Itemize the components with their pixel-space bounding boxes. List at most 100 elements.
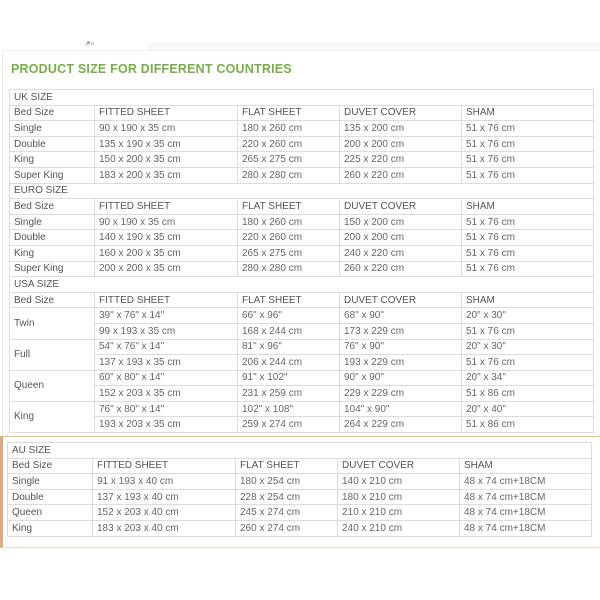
size-table-international: UK SIZE Bed Size FITTED SHEET FLAT SHEET DUV… xyxy=(8,89,595,434)
column-header: FITTED SHEET xyxy=(92,457,236,475)
size-data-row: Twin 39" x 76" x 14" 66" x 96" 68" x 90" 20"… xyxy=(9,307,595,340)
dimension-cell: 99 x 193 x 35 cm xyxy=(94,322,238,340)
bed-size-cell: Double xyxy=(9,135,95,153)
bed-size-cell: Queen xyxy=(7,504,93,521)
dimension-cell: 81" x 96" xyxy=(237,338,340,356)
column-header: FLAT SHEET xyxy=(237,104,340,122)
size-data-row: Queen 60" x 80" x 14" 91" x 102" 90" x 90" 2… xyxy=(9,369,595,402)
dimension-cell: 265 x 275 cm xyxy=(237,151,340,168)
dimension-cell: 91" x 102" xyxy=(237,369,340,387)
page-title: PRODUCT SIZE FOR DIFFERENT COUNTRIES xyxy=(11,62,292,76)
bed-size-cell: Super King xyxy=(9,260,95,278)
column-header: SHAM xyxy=(460,198,595,215)
column-header: FLAT SHEET xyxy=(235,457,338,475)
size-data-row: Single 91 x 193 x 40 cm 180 x 254 cm 140 x … xyxy=(7,473,593,490)
size-data-row: King 76" x 80" x 14" 102" x 108" 104" x 90"… xyxy=(9,400,595,434)
column-header: FLAT SHEET xyxy=(237,198,340,215)
dimension-cell: 102" x 108" xyxy=(237,400,340,418)
dimension-cell: 90 x 190 x 35 cm xyxy=(94,213,238,231)
column-header: FITTED SHEET xyxy=(94,291,238,309)
dimension-cell: 152 x 203 x 35 cm xyxy=(94,385,238,402)
size-data-row: Single 90 x 190 x 35 cm 180 x 260 cm 135 x … xyxy=(9,120,595,137)
bed-size-cell: Twin xyxy=(9,307,95,340)
dimension-cell: 228 x 254 cm xyxy=(235,488,338,506)
dimension-cell: 20" x 30" xyxy=(460,338,595,356)
column-header: DUVET COVER xyxy=(339,291,462,309)
dimension-cell: 60" x 80" x 14" xyxy=(94,369,238,387)
dimension-cell: 280 x 280 cm xyxy=(237,260,340,278)
dimension-cell: 135 x 190 x 35 cm xyxy=(94,135,238,153)
dimension-cell: 280 x 280 cm xyxy=(237,166,340,184)
column-header: DUVET COVER xyxy=(339,198,462,215)
dimension-cell: 140 x 190 x 35 cm xyxy=(94,229,238,246)
size-data-row: Full 54" x 76" x 14" 81" x 96" 76" x 90" 20"… xyxy=(9,338,595,371)
bed-size-cell: Queen xyxy=(9,369,95,402)
column-header: SHAM xyxy=(460,104,595,122)
dimension-cell: 180 x 260 cm xyxy=(237,120,340,137)
column-header: FLAT SHEET xyxy=(237,291,340,309)
region-section-row: USA SIZE xyxy=(8,276,595,293)
region-label: AU SIZE xyxy=(6,442,593,459)
size-data-row: Double 135 x 190 x 35 cm 220 x 260 cm 200 x… xyxy=(9,135,595,153)
size-data-row: Super King 200 x 200 x 35 cm 280 x 280 cm 2… xyxy=(9,260,595,278)
bed-size-cell: Double xyxy=(9,229,95,246)
dimension-cell: 51 x 86 cm xyxy=(460,385,595,402)
column-header: SHAM xyxy=(460,291,595,309)
dimension-cell: 51 x 76 cm xyxy=(460,135,595,153)
region-section-row: UK SIZE xyxy=(8,89,595,106)
bed-size-cell: King xyxy=(9,244,95,262)
bed-size-cell: King xyxy=(7,519,93,537)
dimension-cell: 76" x 90" xyxy=(339,338,462,356)
dimension-cell: 200 x 200 cm xyxy=(339,229,462,246)
dimension-cell: 51 x 76 cm xyxy=(460,151,595,168)
dimension-cell: 51 x 76 cm xyxy=(460,229,595,246)
size-data-row: 193 x 203 x 35 cm 259 x 274 cm 264 x 229 c… xyxy=(10,416,595,434)
column-header-row: Bed Size FITTED SHEET FLAT SHEET DUVET COVE… xyxy=(9,198,595,215)
dimension-cell: 20" x 34" xyxy=(460,369,595,387)
dimension-cell: 68" x 90" xyxy=(339,307,462,324)
bed-size-cell: Double xyxy=(7,488,93,506)
dimension-cell: 51 x 76 cm xyxy=(460,244,595,262)
dimension-cell: 20" x 40" xyxy=(460,400,595,418)
column-header: FITTED SHEET xyxy=(94,198,238,215)
column-header: Bed Size xyxy=(9,291,95,309)
dimension-cell: 183 x 203 x 40 cm xyxy=(92,519,236,537)
au-size-panel: AU SIZE Bed Size FITTED SHEET FLAT SHEET DUV… xyxy=(0,436,600,548)
dimension-cell: 180 x 260 cm xyxy=(237,213,340,231)
dimension-cell: 48 x 74 cm+18CM xyxy=(458,504,593,521)
bed-size-cell: Full xyxy=(9,338,95,371)
region-label: UK SIZE xyxy=(8,89,595,106)
dimension-cell: 229 x 229 cm xyxy=(339,385,462,402)
region-label: USA SIZE xyxy=(8,276,595,293)
dimension-cell: 51 x 86 cm xyxy=(460,416,595,434)
column-header: Bed Size xyxy=(9,104,95,122)
dimension-cell: 90 x 190 x 35 cm xyxy=(94,120,238,137)
bed-size-cell: King xyxy=(9,151,95,168)
size-data-row: Super King 183 x 200 x 35 cm 280 x 280 cm 2… xyxy=(9,166,595,184)
dimension-cell: 54" x 76" x 14" xyxy=(94,338,238,356)
dimension-cell: 260 x 220 cm xyxy=(339,260,462,278)
dimension-cell: 220 x 260 cm xyxy=(237,229,340,246)
bed-size-cell: Single xyxy=(9,213,95,231)
dimension-cell: 260 x 274 cm xyxy=(235,519,338,537)
dimension-cell: 51 x 76 cm xyxy=(460,166,595,184)
region-section-row: EURO SIZE xyxy=(8,182,595,200)
dimension-cell: 183 x 200 x 35 cm xyxy=(94,166,238,184)
dimension-cell: 264 x 229 cm xyxy=(339,416,462,434)
dimension-cell: 20" x 30" xyxy=(460,307,595,324)
size-data-row: King 160 x 200 x 35 cm 265 x 275 cm 240 x 2… xyxy=(9,244,595,262)
dimension-cell: 39" x 76" x 14" xyxy=(94,307,238,324)
size-data-row: 152 x 203 x 35 cm 231 x 259 cm 229 x 229 c… xyxy=(10,385,595,402)
size-data-row: King 150 x 200 x 35 cm 265 x 275 cm 225 x 2… xyxy=(9,151,595,168)
column-header-row: Bed Size FITTED SHEET FLAT SHEET DUVET COVE… xyxy=(7,457,593,475)
tab-bar-dots-artifact xyxy=(87,41,90,44)
dimension-cell: 193 x 203 x 35 cm xyxy=(94,416,238,434)
dimension-cell: 76" x 80" x 14" xyxy=(94,400,238,418)
dimension-cell: 193 x 229 cm xyxy=(339,354,462,371)
region-label: EURO SIZE xyxy=(8,182,595,200)
dimension-cell: 104" x 90" xyxy=(339,400,462,418)
bed-size-cell: Single xyxy=(9,120,95,137)
dimension-cell: 240 x 210 cm xyxy=(337,519,460,537)
column-header: Bed Size xyxy=(7,457,93,475)
dimension-cell: 48 x 74 cm+18CM xyxy=(458,473,593,490)
